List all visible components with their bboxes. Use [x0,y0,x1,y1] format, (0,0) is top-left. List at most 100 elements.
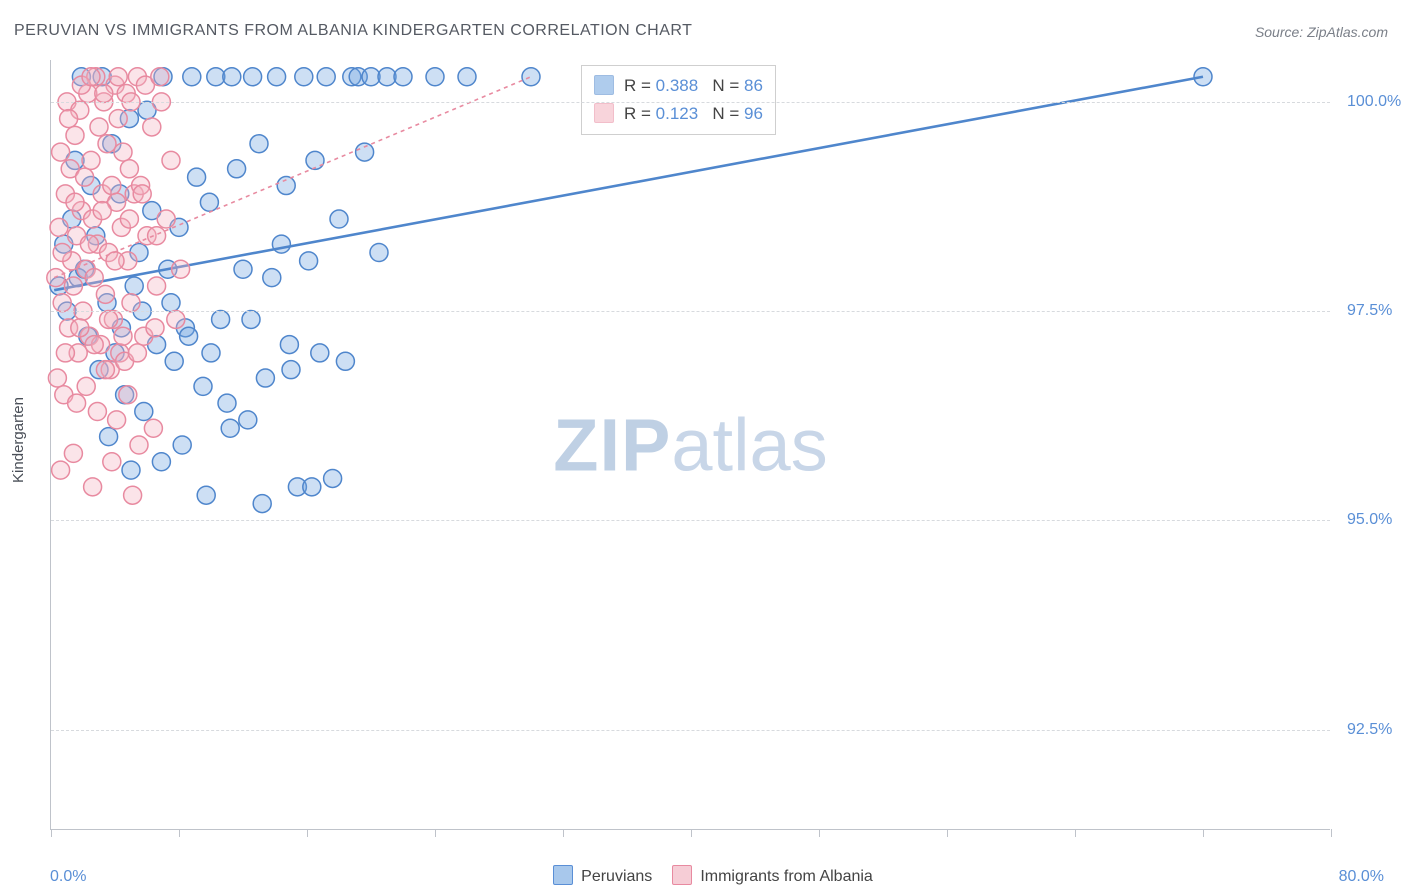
data-point [84,478,102,496]
data-point [250,135,268,153]
data-point [77,377,95,395]
data-point [282,361,300,379]
data-point [122,294,140,312]
data-point [100,310,118,328]
data-point [114,143,132,161]
data-point [143,118,161,136]
data-point [148,227,166,245]
data-point [98,135,116,153]
data-point [221,419,239,437]
data-point [223,68,241,86]
legend-row: R = 0.388 N = 86 [594,72,763,100]
data-point [148,277,166,295]
data-point [295,68,313,86]
data-point [122,461,140,479]
gridline [51,730,1330,731]
data-point [263,269,281,287]
legend-label: Immigrants from Albania [700,868,873,885]
data-point [218,394,236,412]
data-point [394,68,412,86]
y-tick-label: 95.0% [1347,511,1392,529]
data-point [200,193,218,211]
data-point [68,394,86,412]
data-point [151,68,169,86]
x-tick-mark [51,829,52,837]
data-point [88,403,106,421]
data-point [93,202,111,220]
data-point [53,294,71,312]
data-point [66,193,84,211]
data-point [253,495,271,513]
data-point [80,235,98,253]
data-point [64,277,82,295]
data-point [100,428,118,446]
legend-swatch [594,75,614,95]
data-point [103,453,121,471]
data-point [120,210,138,228]
gridline [51,311,1330,312]
data-point [242,310,260,328]
data-point [52,143,70,161]
data-point [303,478,321,496]
data-point [125,277,143,295]
data-point [194,377,212,395]
data-point [256,369,274,387]
data-point [165,352,183,370]
scatter-svg [51,60,1330,829]
legend-swatch [594,103,614,123]
series-legend: Peruvians Immigrants from Albania [0,865,1406,886]
legend-label: Peruvians [581,868,652,885]
data-point [48,369,66,387]
x-tick-mark [435,829,436,837]
r-value: 0.388 [656,76,699,95]
y-tick-label: 100.0% [1347,93,1401,111]
data-point [144,419,162,437]
data-point [324,469,342,487]
data-point [458,68,476,86]
data-point [180,327,198,345]
data-point [119,386,137,404]
data-point [120,160,138,178]
x-tick-mark [1331,829,1332,837]
data-point [356,143,374,161]
chart-title: PERUVIAN VS IMMIGRANTS FROM ALBANIA KIND… [14,22,692,40]
data-point [202,344,220,362]
data-point [82,151,100,169]
legend-row: R = 0.123 N = 96 [594,100,763,128]
data-point [96,361,114,379]
data-point [53,244,71,262]
data-point [311,344,329,362]
data-point [188,168,206,186]
data-point [71,319,89,337]
data-point [56,344,74,362]
data-point [60,110,78,128]
x-tick-mark [691,829,692,837]
x-tick-mark [947,829,948,837]
data-point [172,260,190,278]
y-tick-label: 92.5% [1347,721,1392,739]
data-point [162,151,180,169]
legend-swatch [672,865,692,885]
data-point [152,453,170,471]
data-point [336,352,354,370]
data-point [130,436,148,454]
x-tick-label-min: 0.0% [50,868,86,886]
data-point [90,118,108,136]
data-point [108,411,126,429]
data-point [66,126,84,144]
data-point [300,252,318,270]
n-value: 96 [744,104,763,123]
data-point [173,436,191,454]
r-value: 0.123 [656,104,699,123]
data-point [114,327,132,345]
data-point [103,177,121,195]
data-point [146,319,164,337]
data-point [135,403,153,421]
data-point [76,168,94,186]
plot-area: ZIPatlas R = 0.388 N = 86R = 0.123 N = 9… [50,60,1330,830]
source-attribution: Source: ZipAtlas.com [1255,24,1388,40]
data-point [197,486,215,504]
correlation-legend: R = 0.388 N = 86R = 0.123 N = 96 [581,65,776,135]
y-tick-label: 97.5% [1347,302,1392,320]
data-point [162,294,180,312]
